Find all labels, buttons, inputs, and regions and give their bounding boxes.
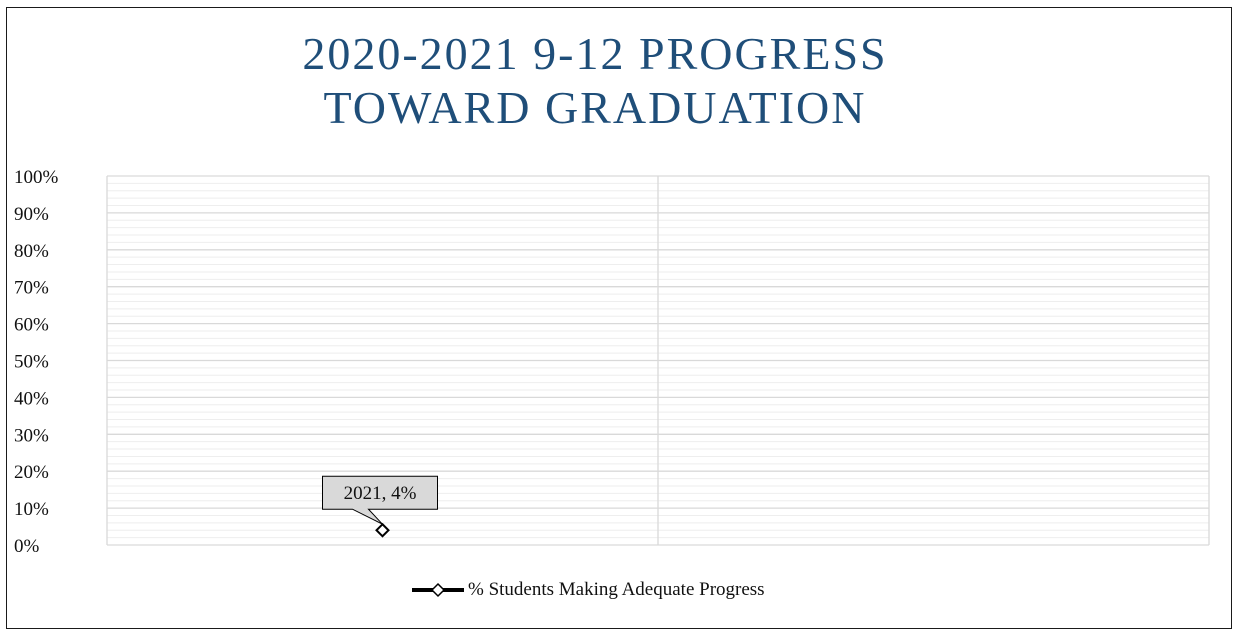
chart-title: 2020-2021 9-12 PROGRESS TOWARD GRADUATIO…	[0, 27, 1190, 135]
chart-title-line-1: 2020-2021 9-12 PROGRESS	[302, 28, 888, 79]
legend-line-diamond-icon	[412, 582, 464, 598]
y-tick-label: 70%	[14, 278, 49, 299]
series-layer	[375, 522, 390, 538]
data-point-diamond	[375, 522, 390, 538]
y-tick-label: 100%	[14, 167, 59, 188]
y-tick-label: 30%	[14, 425, 49, 446]
y-tick-label: 40%	[14, 388, 49, 409]
y-tick-label: 20%	[14, 462, 49, 483]
y-tick-label: 0%	[14, 536, 40, 557]
data-label-text: 2021, 4%	[344, 483, 417, 504]
legend: % Students Making Adequate Progress	[410, 578, 765, 602]
major-gridlines	[106, 175, 1210, 546]
y-tick-label: 50%	[14, 352, 49, 373]
chart-frame	[6, 7, 1232, 629]
chart-title-line-2: TOWARD GRADUATION	[323, 82, 867, 133]
legend-label: % Students Making Adequate Progress	[468, 579, 765, 600]
data-label-layer: 2021, 4%	[322, 475, 438, 525]
y-tick-label: 60%	[14, 315, 49, 336]
y-axis-tick-labels: 0% 10% 20% 30% 40% 50% 60% 70% 80% 90% 100%	[14, 167, 59, 557]
y-tick-label: 80%	[14, 241, 49, 262]
y-tick-label: 10%	[14, 499, 49, 520]
data-label-callout	[322, 475, 438, 525]
y-tick-label: 90%	[14, 204, 49, 225]
